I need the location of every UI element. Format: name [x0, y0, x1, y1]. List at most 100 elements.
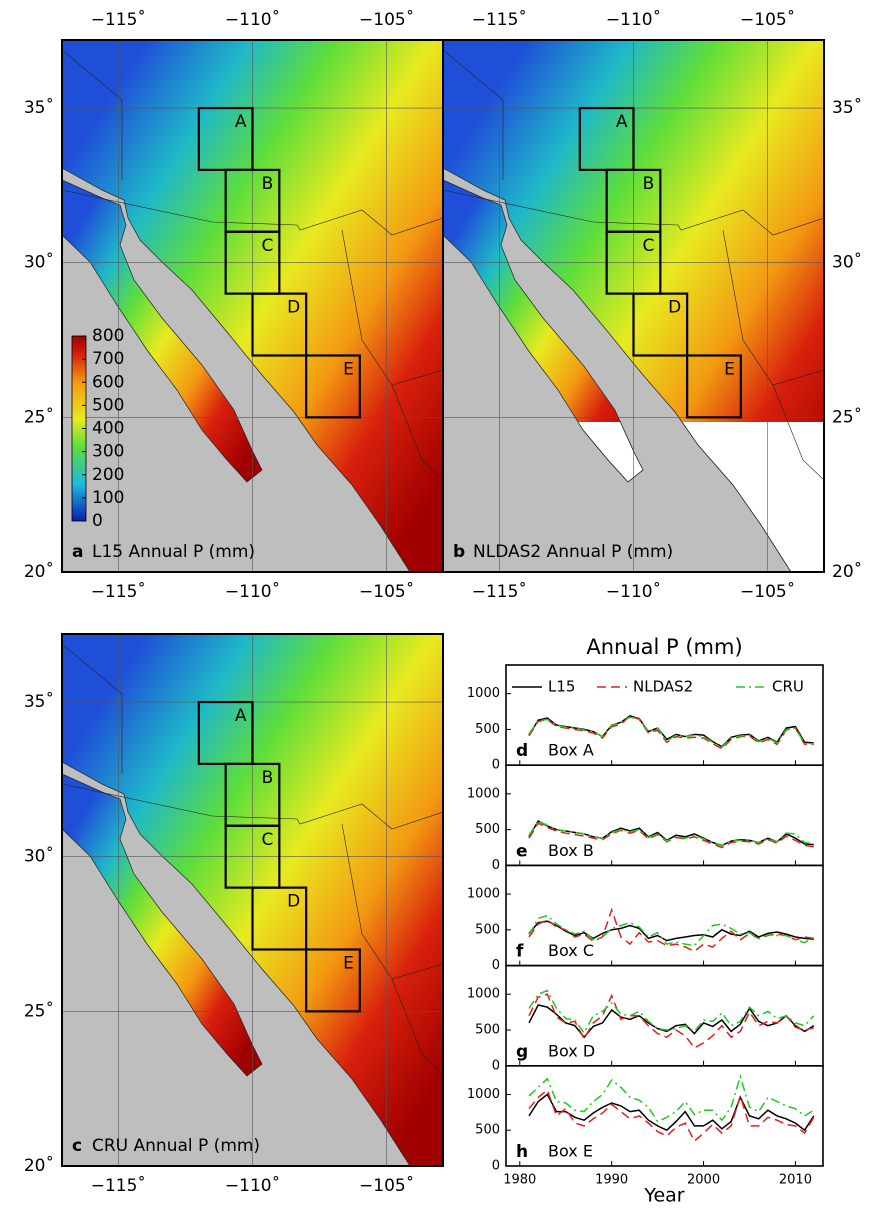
colorbar-tick-label: 100: [92, 488, 124, 508]
region-label: C: [261, 236, 273, 256]
y-tick-label: 25˚: [24, 1000, 54, 1021]
legend-label: CRU: [772, 678, 804, 696]
border-line: [443, 189, 824, 236]
region-box: [305, 354, 361, 419]
region-label: B: [643, 174, 655, 194]
x-tick-label: −110˚: [606, 9, 661, 30]
region-box: [686, 354, 742, 419]
land-no-data: [681, 422, 824, 572]
border-line: [341, 823, 443, 980]
x-tick-label: −115˚: [472, 581, 527, 602]
region-box: [632, 292, 689, 357]
region-box: [305, 948, 361, 1013]
panel-letter: g: [516, 1042, 528, 1062]
data-line: [528, 914, 815, 947]
border-line: [62, 643, 123, 774]
region-label: B: [262, 768, 274, 788]
panel-name: Box D: [548, 1041, 595, 1060]
coastline: [443, 179, 644, 483]
data-line: [528, 993, 814, 1049]
data-line: [528, 1093, 815, 1132]
y-tick-label: 500: [475, 722, 500, 737]
panel-name: Box B: [548, 841, 594, 860]
x-tick-label: −110˚: [225, 9, 280, 30]
panel-letter: f: [516, 942, 524, 962]
data-line: [528, 716, 814, 749]
border-line: [391, 978, 443, 1075]
border-line: [722, 229, 824, 386]
region-label: A: [235, 706, 247, 726]
map-frame: [61, 633, 444, 1167]
coastline: [62, 634, 443, 1166]
region-label: D: [287, 892, 300, 912]
y-tick-label: 1000: [467, 686, 500, 701]
colorbar-tick-label: 600: [92, 372, 124, 392]
region-label: C: [261, 830, 273, 850]
y-tick-label: 0: [492, 758, 500, 773]
x-tick-label: 2010: [779, 1173, 812, 1188]
map-area: A B C D E: [443, 40, 824, 572]
y-tick-label: 0: [492, 1058, 500, 1073]
x-tick-label: −110˚: [225, 1175, 280, 1196]
data-line: [528, 920, 814, 942]
region-label: E: [343, 359, 354, 379]
x-tick-label: −115˚: [91, 1175, 146, 1196]
y-tick-label: 35˚: [24, 691, 54, 712]
y-tick-label: 1000: [467, 987, 500, 1002]
border-line: [62, 783, 443, 830]
data-line: [528, 1088, 815, 1143]
border-line: [772, 384, 824, 481]
land: [62, 180, 262, 482]
colorbar-tick-label: 300: [92, 442, 124, 462]
panel-name: Box E: [548, 1142, 593, 1161]
panel-title: L15 Annual P (mm): [92, 542, 255, 562]
x-tick-label: −105˚: [359, 9, 414, 30]
y-tick-label: 500: [475, 922, 500, 937]
border-line: [62, 49, 123, 180]
y-tick-label: 1000: [467, 887, 500, 902]
colorbar-tick-label: 700: [92, 349, 124, 369]
y-tick-label: 1000: [467, 1087, 500, 1102]
colorbar-tick-label: 400: [92, 419, 124, 439]
map-panel: A B C D E −115˚ −115˚ −110˚ −110˚ −105˚ −105˚ 20˚ 25…: [442, 9, 862, 602]
region-label: E: [724, 359, 735, 379]
map-panel: A B C D E −115˚ −110˚ −105˚ 20˚ 25˚ 30˚ 35˚ c CRU Ann…: [24, 633, 444, 1196]
colorbar-tick-label: 0: [92, 511, 103, 531]
y-tick-label: 0: [492, 1159, 500, 1174]
x-tick-label: −115˚: [91, 581, 146, 602]
y-tick-label: 20˚: [24, 1155, 54, 1176]
data-line: [528, 822, 814, 849]
x-tick-label: −105˚: [359, 1175, 414, 1196]
panel-frame: [505, 1065, 824, 1167]
x-tick-label: −105˚: [740, 9, 795, 30]
panel-letter: b: [453, 542, 465, 562]
x-tick-label: −115˚: [91, 9, 146, 30]
panel-letter: e: [516, 841, 528, 861]
y-tick-label: 0: [492, 858, 500, 873]
border-line: [391, 384, 443, 481]
map-area: A B C D E: [62, 634, 443, 1166]
x-tick-label: −110˚: [606, 581, 661, 602]
y-tick-label: 20˚: [24, 561, 54, 582]
legend-label: NLDAS2: [633, 678, 693, 696]
colorbar-tick-label: 200: [92, 465, 124, 485]
region-label: E: [343, 953, 354, 973]
region-label: C: [642, 236, 654, 256]
land: [443, 180, 643, 482]
data-line: [528, 820, 814, 847]
colorbar-tick-label: 800: [92, 326, 124, 346]
region-label: A: [616, 112, 628, 132]
x-tick-label: 1990: [595, 1173, 628, 1188]
data-line: [528, 714, 814, 750]
land: [62, 774, 262, 1076]
map-panel: A B C D E −115˚ −115˚ −110˚ −110˚ −105˚ −105˚ 20˚ 25…: [24, 9, 444, 602]
y-tick-label: 500: [475, 822, 500, 837]
y-tick-label: 30˚: [24, 252, 54, 273]
panel-letter: a: [72, 542, 83, 562]
coastline: [62, 773, 263, 1077]
y-tick-label: 20˚: [832, 561, 862, 582]
panel-name: Box C: [548, 941, 594, 960]
coastline: [443, 40, 824, 572]
region-box: [251, 292, 308, 357]
